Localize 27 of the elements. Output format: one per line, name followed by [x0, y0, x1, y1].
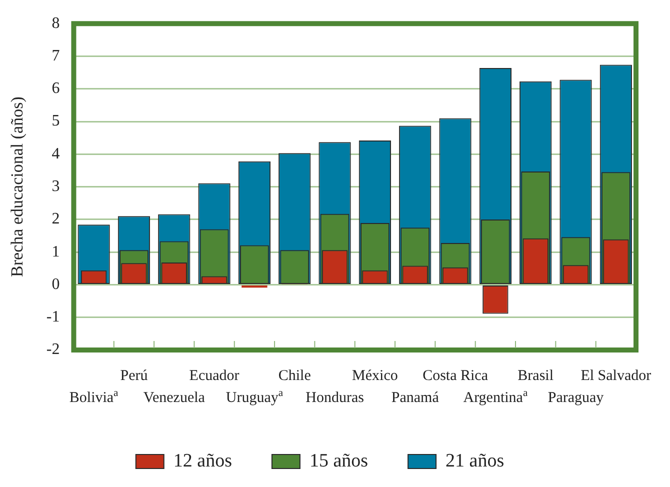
x-tick-label: Brasil — [518, 368, 554, 384]
y-tick-label: 6 — [52, 80, 60, 98]
y-tick-label: 1 — [52, 243, 60, 260]
y-tick-label: 7 — [52, 47, 60, 64]
x-tick-label: Costa Rica — [422, 368, 488, 384]
legend-label: 15 años — [309, 450, 368, 472]
y-axis-title: Brecha educacional (años) — [8, 96, 27, 277]
x-tick-label: Honduras — [306, 390, 364, 406]
x-tick-label: Ecuador — [189, 368, 240, 384]
x-tick-label: Venezuela — [143, 390, 206, 406]
x-tick-label: Perú — [120, 368, 148, 384]
y-tick-label: -1 — [46, 308, 60, 326]
x-tick-label: Paraguay — [548, 390, 604, 406]
y-tick-label: 2 — [52, 210, 60, 228]
x-tick-label: Panamá — [391, 390, 440, 406]
bar — [242, 285, 268, 288]
y-tick-label: 5 — [52, 112, 60, 130]
legend-label: 12 años — [173, 450, 232, 472]
y-tick-label: 3 — [52, 178, 60, 196]
y-tick-label: 0 — [52, 276, 60, 293]
x-tick-label: El Salvador — [580, 368, 652, 384]
y-tick-label: 8 — [52, 14, 60, 32]
x-tick-label: México — [352, 368, 398, 384]
x-tick-label: Chile — [278, 368, 312, 384]
y-tick-label: -2 — [46, 341, 60, 358]
y-tick-label: 4 — [52, 145, 60, 162]
legend-label: 21 años — [446, 450, 504, 472]
